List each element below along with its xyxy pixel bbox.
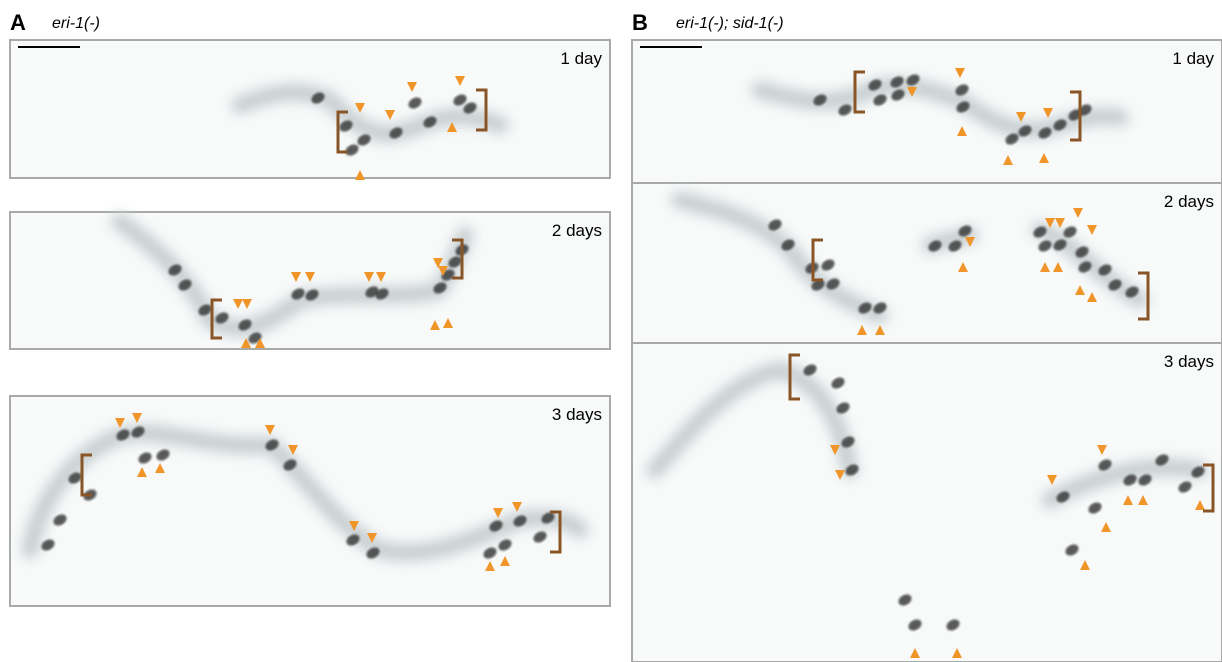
micrograph	[632, 40, 1222, 183]
panel-label: A	[10, 10, 26, 35]
time-label: 3 days	[1164, 352, 1214, 371]
genotype: eri-1(-)	[52, 15, 100, 32]
time-label: 3 days	[552, 405, 602, 424]
figure-layer: 1 day 2 days 3 days 1 day 2 days 3 days	[10, 40, 1222, 662]
time-label: 1 day	[560, 49, 602, 68]
time-label: 1 day	[1172, 49, 1214, 68]
figure: 1 day 2 days 3 days 1 day 2 days 3 days A eri…	[0, 0, 1222, 662]
genotype: eri-1(-); sid-1(-)	[676, 15, 784, 32]
micrograph	[10, 396, 610, 606]
time-label: 2 days	[552, 221, 602, 240]
panel-label: B	[632, 10, 648, 35]
time-label: 2 days	[1164, 192, 1214, 211]
micrograph	[10, 40, 610, 178]
